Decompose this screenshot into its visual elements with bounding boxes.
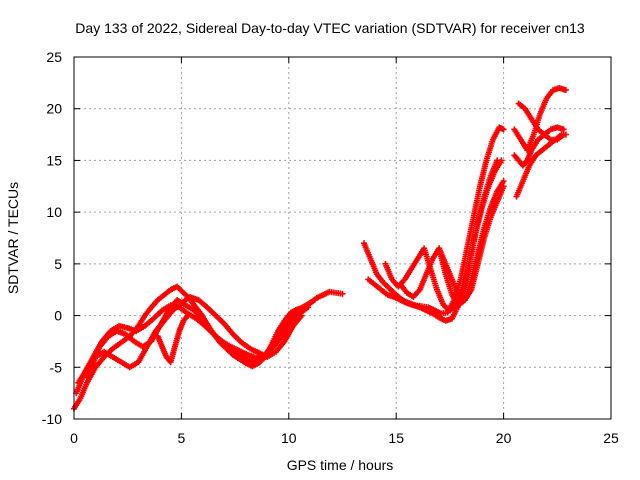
series-track-9	[397, 178, 507, 309]
x-tick-label: 10	[281, 430, 297, 446]
series-track-11	[511, 85, 569, 154]
plot-frame	[73, 56, 612, 420]
y-tick-label: 20	[46, 101, 62, 117]
data-point	[560, 131, 567, 138]
x-tick-label: 0	[70, 430, 78, 446]
data-point	[500, 183, 507, 190]
y-tick-label: -5	[50, 359, 63, 375]
data-point	[311, 297, 318, 304]
y-tick-label: -10	[42, 411, 62, 427]
y-tick-label: 25	[46, 49, 62, 65]
axis-ticks: 0 5 10 15 20 25 -10 -5 0 5 10 15 20 25	[42, 49, 619, 446]
data-point	[500, 126, 507, 133]
series-track-1	[71, 283, 346, 412]
series-track-5	[154, 312, 191, 366]
data-point	[184, 312, 191, 319]
chart-title: Day 133 of 2022, Sidereal Day-to-day VTE…	[75, 20, 585, 36]
series-track-10	[436, 183, 507, 304]
x-axis-label: GPS time / hours	[287, 457, 394, 473]
x-tick-label: 15	[388, 430, 404, 446]
series-track-14	[511, 124, 567, 169]
data-point	[305, 304, 312, 311]
data-point	[560, 126, 567, 133]
y-tick-label: 10	[46, 204, 62, 220]
series-track-3	[75, 302, 312, 386]
series-track-4	[83, 293, 305, 381]
y-tick-label: 15	[46, 152, 62, 168]
data-point	[500, 178, 507, 185]
x-tick-label: 20	[496, 430, 512, 446]
x-tick-label: 25	[603, 430, 619, 446]
data-point	[339, 290, 346, 297]
y-tick-label: 0	[54, 308, 62, 324]
grid-lines	[74, 57, 611, 419]
data-point	[498, 157, 505, 164]
x-tick-label: 5	[178, 430, 186, 446]
y-tick-label: 5	[54, 256, 62, 272]
data-point	[562, 87, 569, 94]
data-point	[298, 312, 305, 319]
y-axis-label: SDTVAR / TECUs	[5, 182, 21, 294]
data-points	[71, 85, 569, 412]
